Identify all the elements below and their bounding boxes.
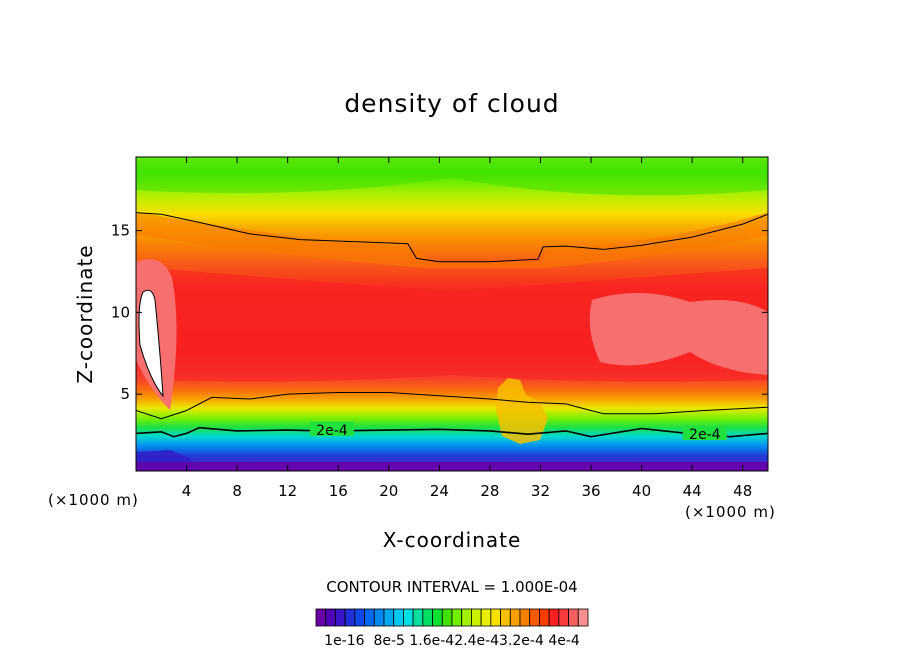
- x-tick-label: 12: [278, 482, 297, 500]
- contour-labels: 2e-4 2e-4: [309, 421, 727, 443]
- x-tick-label: 32: [531, 482, 550, 500]
- x-tick-label: 24: [430, 482, 449, 500]
- contour-line-mid: [136, 392, 768, 420]
- contour-label-bg: [682, 426, 727, 441]
- heatmap-orange-region: [136, 212, 768, 268]
- colorbar-swatch: [335, 608, 346, 627]
- contour-line-upper: [136, 212, 768, 263]
- contour-lines: [136, 212, 768, 438]
- colorbar-swatch: [509, 608, 521, 627]
- colorbar-swatch: [344, 608, 356, 627]
- x-unit-right: (×1000 m): [685, 503, 776, 521]
- colorbar-swatch: [558, 608, 569, 627]
- plot-frame: [135, 156, 769, 472]
- colorbar-swatch: [393, 608, 404, 627]
- heatmap-max-region-right: [589, 292, 768, 375]
- x-tick-label: 44: [683, 482, 702, 500]
- colorbar-swatch: [519, 608, 531, 627]
- colorbar-swatch: [539, 608, 550, 627]
- colorbar-swatch: [373, 608, 385, 627]
- colorbar-swatch: [364, 608, 375, 627]
- y-axis-ticks: 5 10 15: [111, 222, 768, 403]
- x-unit-left: (×1000 m): [48, 491, 139, 509]
- colorbar-swatch: [568, 608, 579, 627]
- colorbar-swatch: [471, 608, 482, 627]
- contour-interval-label: CONTOUR INTERVAL = 1.000E-04: [326, 578, 577, 596]
- contour-label-bg: [309, 421, 354, 436]
- colorbar-swatch: [315, 608, 327, 627]
- colorbar-swatch: [403, 608, 414, 627]
- y-tick-label: 15: [111, 222, 130, 240]
- colorbar-tick-labels: 1e-16 8e-5 1.6e-42.4e-43.2e-4 4e-4: [324, 633, 580, 649]
- y-axis-label: Z-coordinate: [73, 244, 97, 383]
- colorbar-swatch: [432, 608, 443, 627]
- colorbar-swatch: [412, 608, 424, 627]
- colorbar: [315, 608, 589, 627]
- x-tick-label: 8: [232, 482, 242, 500]
- colorbar-swatch: [325, 608, 336, 627]
- heatmap-white-region: [138, 289, 164, 398]
- plot-area: 2e-4 2e-4: [136, 157, 768, 471]
- x-tick-label: 28: [480, 482, 499, 500]
- colorbar-swatch: [548, 608, 560, 627]
- colorbar-swatch: [490, 608, 501, 627]
- contour-label: 2e-4: [316, 423, 348, 439]
- y-tick-label: 10: [111, 303, 130, 321]
- colorbar-swatch: [422, 608, 433, 627]
- x-tick-label: 16: [329, 482, 348, 500]
- colorbar-swatch: [451, 608, 463, 627]
- colorbar-swatch: [441, 608, 453, 627]
- x-tick-label: 4: [182, 482, 192, 500]
- x-axis-ticks: 4 8 12 16 20 24 28 32 36 40 44 48: [182, 157, 752, 500]
- x-tick-label: 20: [379, 482, 398, 500]
- contour-line-2e-4: [136, 426, 768, 438]
- x-axis-label: X-coordinate: [383, 528, 522, 552]
- colorbar-swatch: [383, 608, 395, 627]
- colorbar-swatch: [500, 608, 511, 627]
- y-tick-label: 5: [120, 385, 130, 403]
- contour-label: 2e-4: [689, 427, 721, 443]
- heatmap-upper-region: [136, 157, 768, 196]
- x-tick-label: 40: [632, 482, 651, 500]
- x-tick-label: 36: [581, 482, 600, 500]
- chart-title: density of cloud: [344, 89, 559, 118]
- colorbar-swatch: [461, 608, 472, 627]
- colorbar-swatch: [354, 608, 365, 627]
- colorbar-swatch: [480, 608, 492, 627]
- heatmap-bottom-band: [136, 462, 768, 471]
- heatmap-convective-region: [496, 378, 548, 444]
- colorbar-swatch: [529, 608, 540, 627]
- x-tick-label: 48: [733, 482, 752, 500]
- colorbar-swatch: [577, 608, 589, 627]
